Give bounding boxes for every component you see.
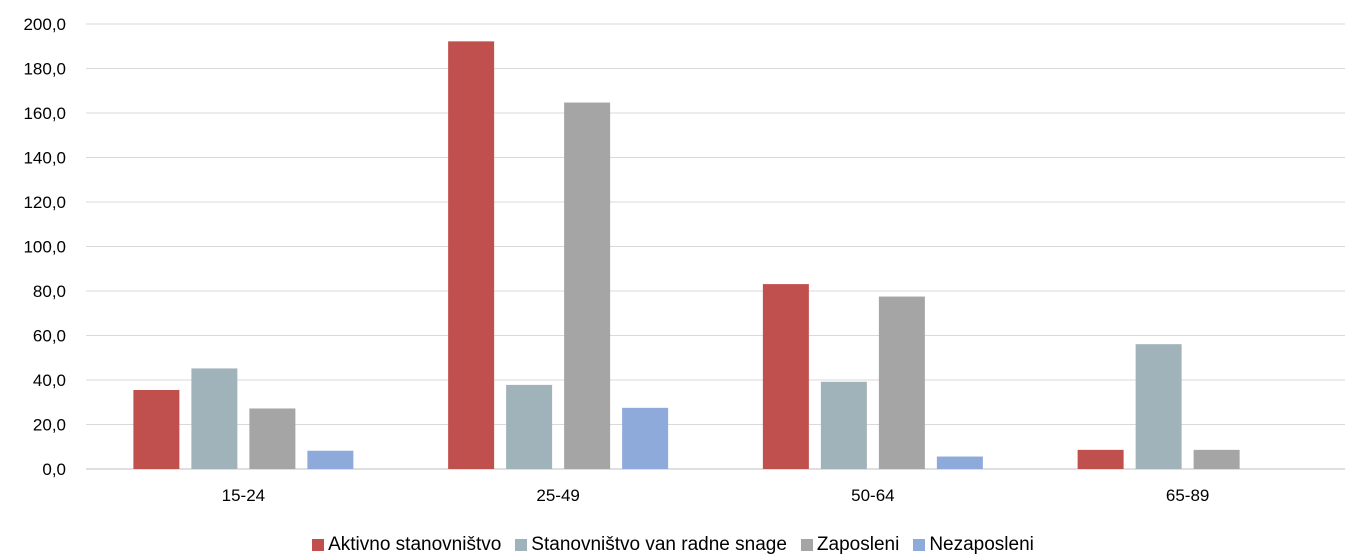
bar — [448, 41, 495, 469]
x-tick-label: 65-89 — [1166, 486, 1209, 505]
legend-item: Zaposleni — [800, 534, 900, 556]
bar-chart: 0,0 20,0 40,0 60,0 80,0 100,0 120,0 140,0 160,0 1… — [23, 15, 1345, 505]
y-tick-label: 160,0 — [23, 104, 66, 123]
bar — [762, 284, 809, 469]
legend-item: Aktivno stanovništvo — [312, 534, 501, 556]
legend-swatch — [800, 539, 813, 551]
x-tick-label: 50-64 — [851, 486, 894, 505]
legend-swatch — [312, 539, 325, 551]
y-tick-label: 80,0 — [33, 282, 66, 301]
bar — [191, 368, 238, 469]
legend: Aktivno stanovništvo Stanovništvo van rad… — [0, 532, 1346, 558]
bar — [506, 384, 553, 469]
y-tick-label: 100,0 — [23, 238, 66, 257]
bars — [133, 41, 1240, 469]
legend-label: Aktivno stanovništvo — [328, 534, 502, 555]
y-tick-label: 60,0 — [33, 327, 66, 346]
legend-item: Stanovništvo van radne snage — [515, 534, 787, 556]
y-tick-label: 20,0 — [33, 416, 66, 435]
legend-label: Nezaposleni — [929, 534, 1034, 555]
legend-label: Stanovništvo van radne snage — [531, 534, 787, 555]
x-tick-label: 15-24 — [222, 486, 265, 505]
bar — [820, 381, 867, 469]
gridlines — [86, 23, 1345, 470]
bar — [249, 408, 296, 469]
bar — [1077, 449, 1124, 469]
y-tick-label: 180,0 — [23, 60, 66, 79]
bar — [1135, 344, 1182, 469]
y-tick-label: 0,0 — [42, 460, 66, 479]
y-tick-label: 140,0 — [23, 149, 66, 168]
bar — [307, 450, 354, 469]
legend-label: Zaposleni — [816, 534, 900, 555]
y-tick-label: 200,0 — [23, 15, 66, 34]
bar — [133, 390, 180, 469]
bar — [622, 407, 669, 469]
bar — [564, 102, 611, 469]
y-axis-tick-labels: 0,0 20,0 40,0 60,0 80,0 100,0 120,0 140,0 160,0 1… — [23, 15, 66, 479]
bar — [936, 456, 983, 469]
bar — [878, 296, 925, 469]
y-tick-label: 120,0 — [23, 193, 66, 212]
y-tick-label: 40,0 — [33, 371, 66, 390]
legend-item: Nezaposleni — [913, 534, 1034, 556]
legend-swatch — [515, 539, 528, 551]
bar — [1193, 449, 1240, 469]
legend-swatch — [913, 539, 926, 551]
x-tick-label: 25-49 — [536, 486, 579, 505]
x-axis-tick-labels: 15-24 25-49 50-64 65-89 — [222, 486, 1210, 505]
